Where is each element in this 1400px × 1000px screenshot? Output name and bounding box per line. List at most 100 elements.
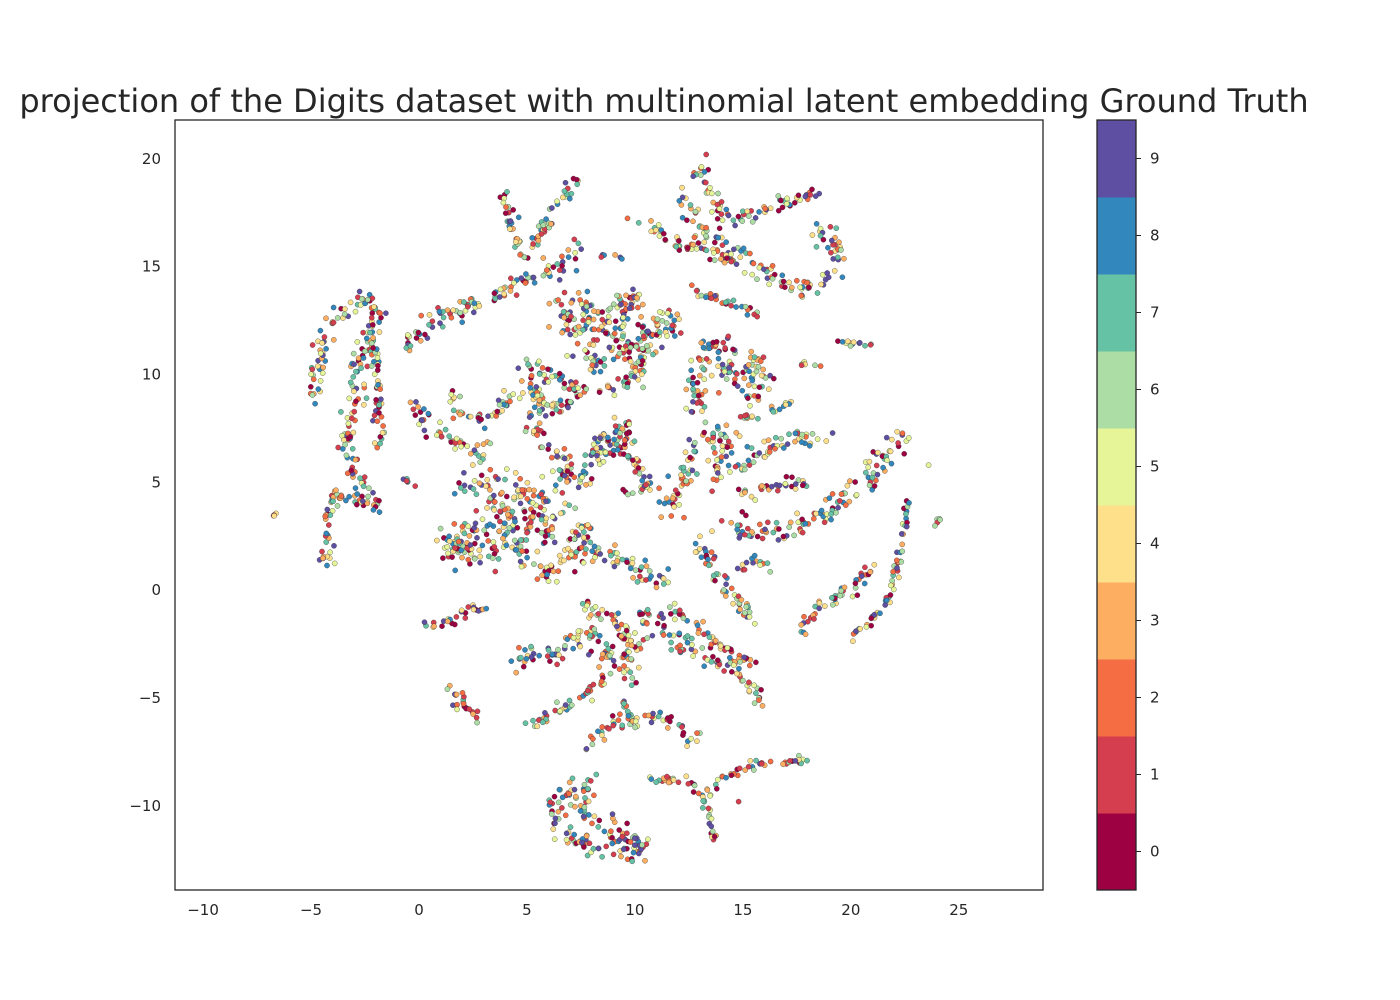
scatter-point <box>376 497 382 504</box>
colorbar-segment <box>1097 120 1136 198</box>
scatter-point <box>370 322 376 328</box>
scatter-point <box>853 628 859 634</box>
scatter-point <box>563 830 570 837</box>
scatter-point <box>780 278 787 285</box>
scatter-point <box>549 410 556 417</box>
scatter-point <box>709 528 715 534</box>
scatter-point <box>601 356 607 362</box>
scatter-point <box>540 719 546 726</box>
scatter-point <box>710 653 716 660</box>
scatter-point <box>610 356 617 363</box>
scatter-point <box>839 339 846 345</box>
scatter-point <box>529 513 536 520</box>
scatter-point <box>906 500 912 506</box>
scatter-point <box>806 443 813 449</box>
scatter-point <box>719 443 726 449</box>
scatter-point <box>564 468 571 474</box>
scatter-point <box>497 508 503 515</box>
scatter-point <box>631 835 638 842</box>
scatter-point <box>718 199 725 205</box>
scatter-point <box>896 574 902 581</box>
scatter-point <box>743 604 749 610</box>
scatter-point <box>495 556 502 562</box>
scatter-point <box>645 836 651 843</box>
scatter-point <box>745 525 751 532</box>
scatter-point <box>783 473 790 480</box>
scatter-point <box>826 495 833 501</box>
scatter-point <box>509 508 516 515</box>
scatter-point <box>338 409 344 415</box>
scatter-point <box>347 434 354 440</box>
scatter-point <box>584 852 591 859</box>
scatter-point <box>531 280 538 286</box>
scatter-point <box>830 602 836 608</box>
scatter-point <box>595 824 602 830</box>
scatter-point <box>798 292 804 299</box>
scatter-point <box>606 726 612 732</box>
scatter-point <box>470 711 476 717</box>
scatter-point <box>716 390 722 396</box>
scatter-point <box>723 422 730 429</box>
scatter-point <box>448 314 455 321</box>
scatter-point <box>637 573 643 580</box>
scatter-point <box>728 772 735 779</box>
scatter-point <box>471 525 478 531</box>
scatter-point <box>891 586 897 593</box>
scatter-point <box>792 486 799 492</box>
scatter-point <box>447 398 454 405</box>
colorbar-segment <box>1097 505 1136 583</box>
scatter-point <box>679 214 686 221</box>
scatter-point <box>693 288 700 294</box>
scatter-point <box>657 329 663 335</box>
scatter-point <box>534 392 541 399</box>
scatter-point <box>563 837 570 843</box>
scatter-point <box>549 205 555 211</box>
scatter-point <box>667 604 673 610</box>
scatter-point <box>639 611 646 617</box>
scatter-point <box>595 638 602 645</box>
scatter-point <box>445 618 451 625</box>
scatter-point <box>726 364 732 371</box>
scatter-point <box>566 697 573 704</box>
scatter-point <box>370 489 376 496</box>
scatter-point <box>598 323 605 330</box>
scatter-point <box>630 575 636 581</box>
scatter-point <box>603 843 609 850</box>
scatter-point <box>686 377 692 384</box>
scatter-point <box>753 659 759 666</box>
scatter-point <box>504 466 510 472</box>
scatter-point <box>737 606 743 613</box>
scatter-point <box>835 504 841 511</box>
scatter-point <box>704 787 711 793</box>
scatter-point <box>873 462 880 469</box>
colorbar-label: 3 <box>1150 612 1160 630</box>
scatter-point <box>839 274 846 280</box>
scatter-point <box>583 746 590 752</box>
scatter-point <box>573 379 579 386</box>
scatter-point <box>612 542 618 548</box>
scatter-point <box>645 348 652 354</box>
scatter-point <box>583 833 590 839</box>
scatter-point <box>708 659 715 665</box>
scatter-point <box>560 194 566 201</box>
colorbar-label: 6 <box>1150 381 1160 399</box>
scatter-point <box>471 300 478 306</box>
scatter-point <box>738 597 745 603</box>
scatter-point <box>765 437 772 443</box>
scatter-point <box>556 370 563 377</box>
scatter-point <box>549 514 556 520</box>
scatter-point <box>903 511 909 517</box>
scatter-point <box>349 446 356 452</box>
scatter-point <box>867 342 874 348</box>
scatter-point <box>809 232 816 238</box>
scatter-point <box>333 487 339 493</box>
scatter-point <box>758 761 765 767</box>
scatter-point <box>445 550 451 557</box>
scatter-point <box>331 337 337 343</box>
scatter-point <box>551 836 558 842</box>
scatter-point <box>721 368 728 375</box>
scatter-point <box>323 539 329 545</box>
scatter-point <box>707 185 713 191</box>
scatter-point <box>344 470 351 477</box>
scatter-point <box>610 657 617 664</box>
